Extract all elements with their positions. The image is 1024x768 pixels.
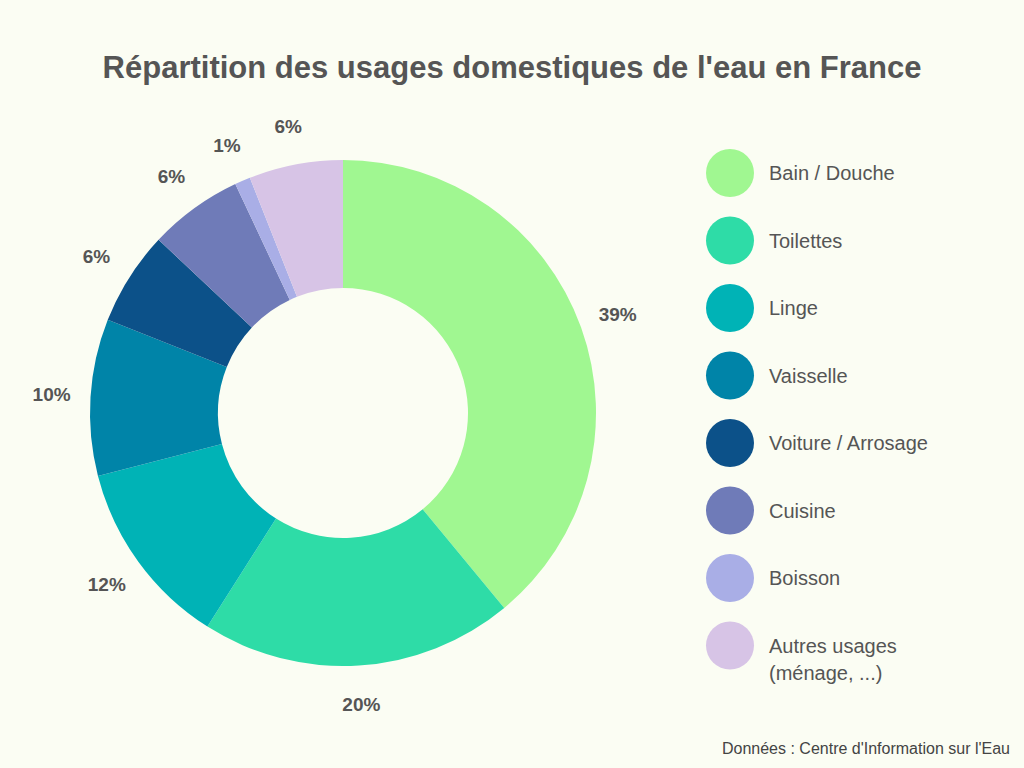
slice — [250, 160, 343, 297]
legend-swatch — [706, 149, 754, 197]
data-label: 6% — [83, 246, 111, 267]
legend-swatch — [706, 554, 754, 602]
legend-label: Vaisselle — [769, 365, 848, 387]
background — [0, 0, 1024, 768]
title: Répartition des usages domestiques de l'… — [103, 50, 922, 85]
plot — [90, 160, 596, 666]
legend-swatch — [706, 622, 754, 670]
data-label: 1% — [213, 135, 241, 156]
data-label: 20% — [342, 694, 380, 715]
legend-swatch — [706, 352, 754, 400]
legend-label: Cuisine — [769, 500, 836, 522]
data-label: 39% — [599, 304, 637, 325]
data-label: 6% — [158, 166, 186, 187]
data-label: 12% — [88, 574, 126, 595]
legend-label: Voiture / Arrosage — [769, 432, 928, 454]
data-labels: 39% 20% 12% 10% 6% 6% 1% 6% — [33, 116, 637, 715]
legend-label: Autres usages (ménage, ...) — [769, 635, 902, 684]
legend-label: Toilettes — [769, 230, 842, 252]
legend-swatch — [706, 284, 754, 332]
source: Données : Centre d'Information sur l'Eau — [722, 740, 1010, 757]
legend: Bain / Douche Toilettes Linge Vaisselle Voit… — [706, 149, 928, 684]
legend-swatch — [706, 217, 754, 265]
legend-swatch — [706, 487, 754, 535]
data-label: 6% — [275, 116, 303, 137]
legend-label: Linge — [769, 297, 818, 319]
slice — [98, 444, 276, 627]
legend-swatch — [706, 419, 754, 467]
chart: Répartition des usages domestiques de l'… — [0, 0, 1024, 768]
data-label: 10% — [33, 384, 71, 405]
legend-label: Bain / Douche — [769, 162, 895, 184]
legend-label: Boisson — [769, 567, 840, 589]
